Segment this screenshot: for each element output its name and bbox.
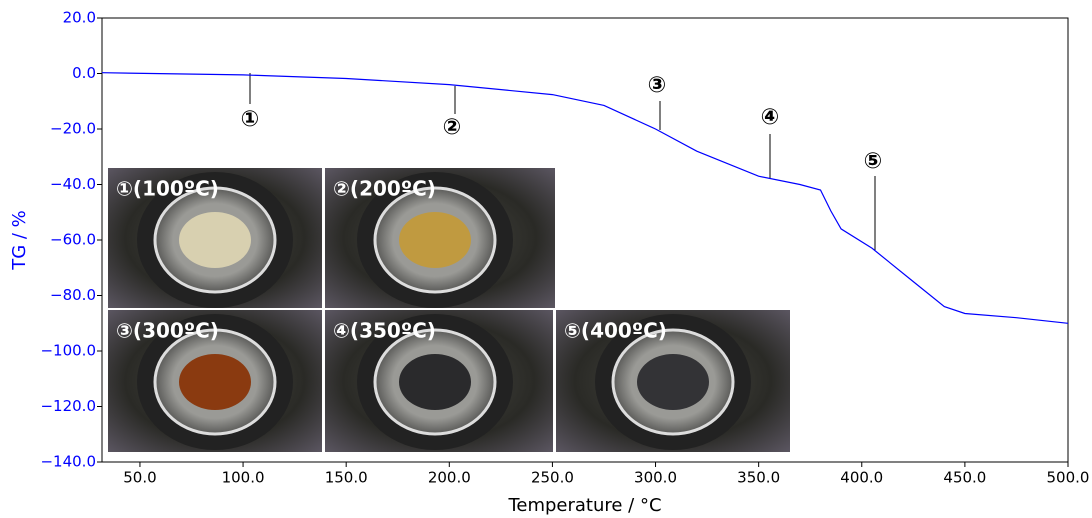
inset: ⑤(400ºC)	[556, 310, 790, 452]
y-tick-label: −100.0	[40, 342, 96, 360]
sample	[637, 354, 709, 410]
x-axis-label: Temperature / °C	[507, 495, 661, 516]
x-tick-label: 400.0	[840, 469, 883, 487]
x-tick-label: 500.0	[1047, 469, 1090, 487]
inset-label: ⑤(400ºC)	[564, 319, 667, 343]
inset: ①(100ºC)	[108, 168, 322, 308]
x-tick-label: 250.0	[531, 469, 574, 487]
x-tick-label: 150.0	[325, 469, 368, 487]
annotation: ⑤	[864, 149, 883, 174]
annotation: ①	[241, 107, 260, 132]
inset-label: ①(100ºC)	[116, 177, 219, 201]
y-tick-label: −40.0	[50, 175, 96, 193]
y-tick-label: −60.0	[50, 231, 96, 249]
sample	[179, 354, 251, 410]
sample	[399, 354, 471, 410]
y-tick-label: −80.0	[50, 286, 96, 304]
inset-label: ②(200ºC)	[333, 177, 436, 201]
sample	[179, 212, 251, 268]
x-tick-label: 50.0	[123, 469, 156, 487]
chart: ①(100ºC) ②(200ºC) ③(300ºC) ④(350ºC)	[0, 0, 1092, 518]
x-tick-label: 450.0	[943, 469, 986, 487]
sample	[399, 212, 471, 268]
insets: ①(100ºC) ②(200ºC) ③(300ºC) ④(350ºC)	[108, 168, 790, 452]
page: {"chart_data": {"type": "line", "x_label…	[0, 0, 1092, 518]
annotation: ④	[761, 105, 780, 130]
y-tick-label: 0.0	[72, 64, 96, 82]
inset-label: ③(300ºC)	[116, 319, 219, 343]
inset: ②(200ºC)	[325, 168, 555, 308]
y-axis-label: TG / %	[9, 210, 30, 271]
y-tick-label: −120.0	[40, 397, 96, 415]
body: ①(100ºC) ②(200ºC) ③(300ºC) ④(350ºC)	[0, 0, 1092, 518]
x-tick-label: 300.0	[634, 469, 677, 487]
inset: ③(300ºC)	[108, 310, 322, 452]
annotation: ③	[648, 73, 667, 98]
inset: ④(350ºC)	[325, 310, 553, 452]
x-tick-label: 350.0	[737, 469, 780, 487]
annotation: ②	[443, 115, 462, 140]
y-tick-label: −140.0	[40, 453, 96, 471]
inset-label: ④(350ºC)	[333, 319, 436, 343]
y-tick-label: 20.0	[63, 9, 96, 27]
y-tick-label: −20.0	[50, 120, 96, 138]
x-tick-label: 100.0	[222, 469, 265, 487]
x-tick-label: 200.0	[428, 469, 471, 487]
